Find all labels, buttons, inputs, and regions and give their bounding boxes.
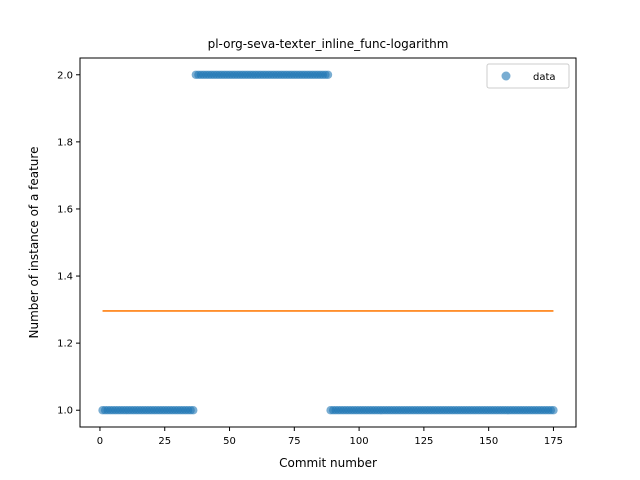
- axes-frame: [79, 57, 577, 428]
- y-axis-ticks: 1.0 1.2 1.4 1.6 1.8 2.0: [57, 70, 80, 417]
- y-tick-label: 1.4: [57, 272, 73, 283]
- data-point: [189, 406, 198, 415]
- data-point: [549, 406, 558, 415]
- x-axis-ticks: 0 25 50 75 100 125 150 175: [97, 427, 563, 447]
- y-tick-label: 1.2: [57, 339, 73, 350]
- x-tick-label: 150: [479, 436, 498, 447]
- x-tick-label: 75: [288, 436, 301, 447]
- legend-marker: [501, 71, 511, 81]
- x-tick-label: 175: [544, 436, 563, 447]
- y-axis-label: Number of instance of a feature: [27, 147, 41, 339]
- data-point: [323, 70, 333, 79]
- y-tick-label: 2.0: [57, 70, 73, 81]
- y-tick-label: 1.8: [57, 137, 73, 148]
- x-tick-label: 0: [97, 436, 103, 447]
- chart-title: pl-org-seva-texter_inline_func-logarithm: [208, 37, 449, 51]
- legend-label: data: [533, 72, 556, 83]
- x-tick-label: 25: [158, 436, 171, 447]
- x-tick-label: 125: [414, 436, 433, 447]
- legend: data: [486, 63, 570, 89]
- data-points: [98, 70, 558, 415]
- x-tick-label: 50: [223, 436, 236, 447]
- legend-box: [486, 63, 570, 89]
- x-axis-label: Commit number: [279, 456, 377, 470]
- y-tick-label: 1.6: [57, 204, 73, 215]
- x-tick-label: 100: [350, 436, 369, 447]
- y-tick-label: 1.0: [57, 406, 73, 417]
